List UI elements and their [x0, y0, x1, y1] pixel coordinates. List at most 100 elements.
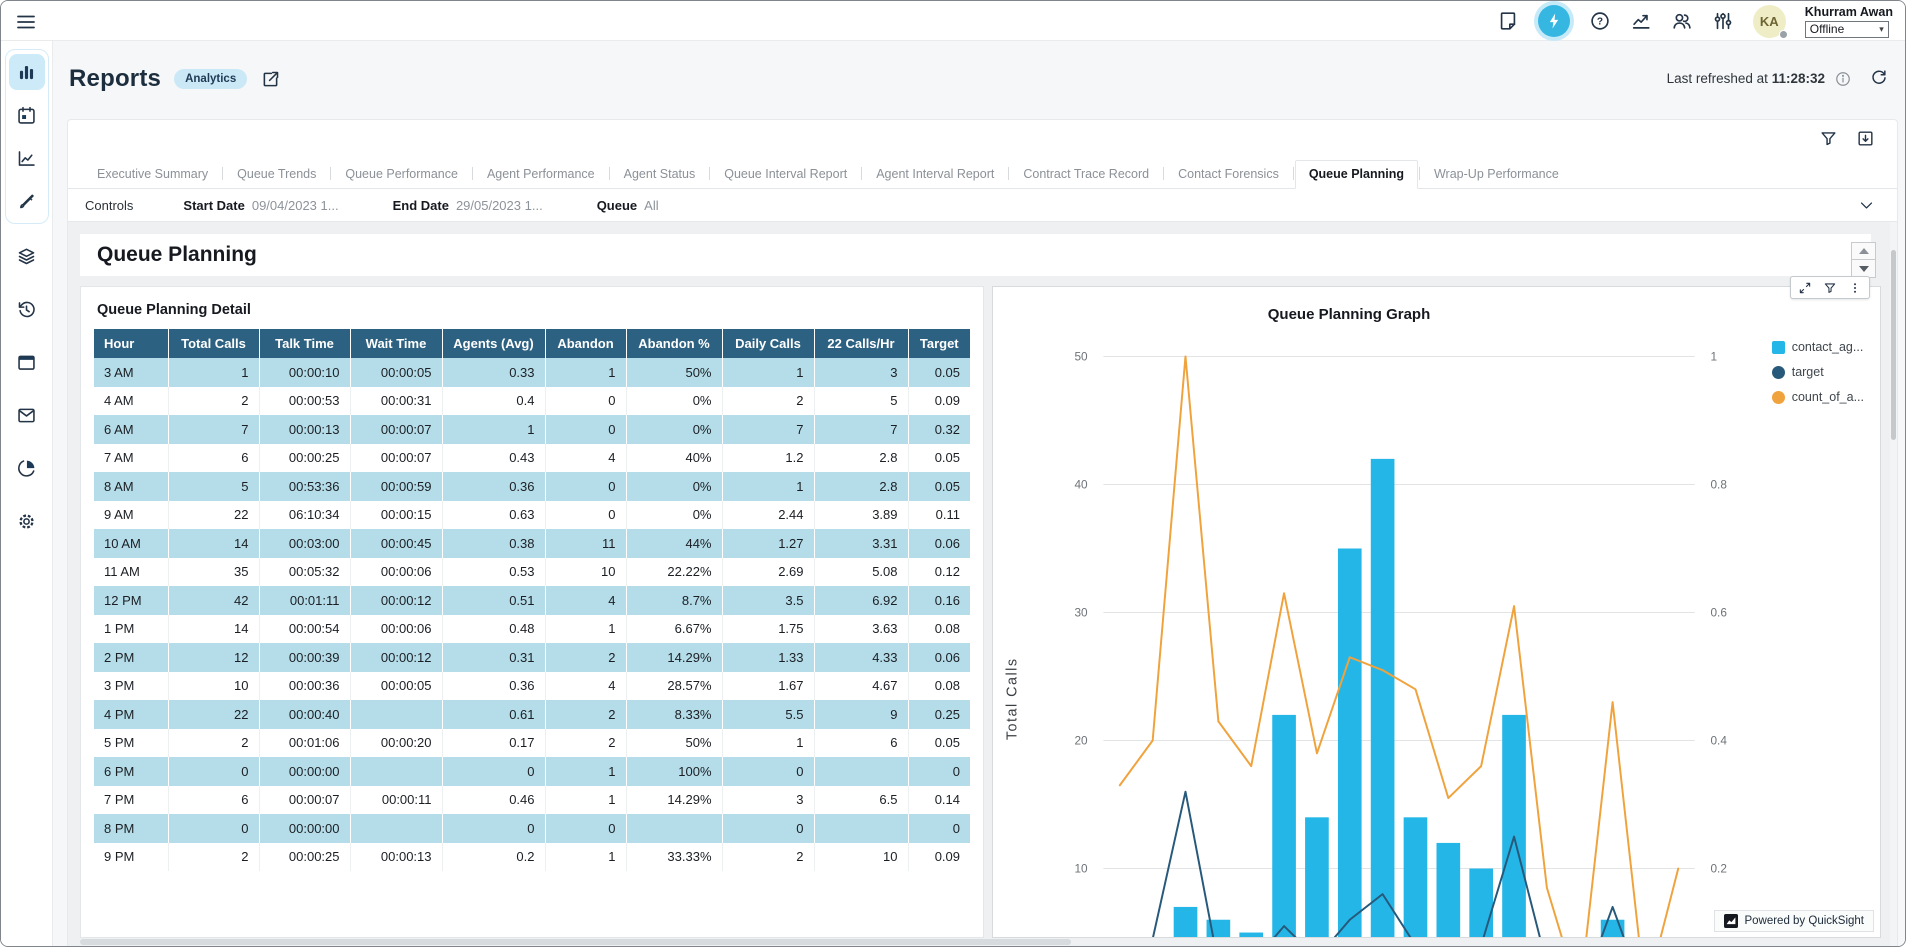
table-cell: 14 — [168, 615, 259, 644]
table-cell: 2.8 — [814, 444, 908, 473]
tab-contract-trace-record[interactable]: Contract Trace Record — [1010, 161, 1162, 188]
sidebar-item-settings[interactable] — [9, 503, 45, 539]
chart-filter-icon[interactable] — [1823, 281, 1837, 295]
metrics-button[interactable] — [1630, 10, 1652, 32]
tab-wrap-up-performance[interactable]: Wrap-Up Performance — [1421, 161, 1572, 188]
tab-queue-interval-report[interactable]: Queue Interval Report — [711, 161, 860, 188]
avatar[interactable]: KA — [1753, 5, 1786, 38]
tab-queue-planning[interactable]: Queue Planning — [1295, 160, 1418, 189]
horizontal-scrollbar-thumb[interactable] — [80, 939, 1071, 945]
combo-chart[interactable]: 10203040500.20.40.60.81Total Calls — [993, 287, 1880, 937]
line-series-count-of-a-[interactable] — [1120, 356, 1678, 937]
table-cell: 0.36 — [442, 672, 545, 701]
sidebar-item-trends[interactable] — [9, 140, 45, 176]
tab-executive-summary[interactable]: Executive Summary — [84, 161, 221, 188]
table-cell: 00:00:25 — [259, 444, 350, 473]
refresh-icon — [1869, 67, 1889, 87]
vertical-scrollbar[interactable] — [1890, 222, 1897, 946]
tab-agent-interval-report[interactable]: Agent Interval Report — [863, 161, 1007, 188]
bar[interactable] — [1469, 869, 1493, 937]
right-axis-tick: 1 — [1710, 349, 1717, 363]
menu-button[interactable] — [14, 10, 38, 34]
tab-divider — [861, 167, 862, 180]
table-cell: 11 — [545, 529, 626, 558]
bar[interactable] — [1239, 933, 1263, 937]
table-cell: 3 — [722, 786, 814, 815]
open-external-button[interactable] — [260, 69, 281, 90]
table-cell: 50% — [626, 358, 722, 387]
control-start-date[interactable]: Start Date09/04/2023 1... — [183, 198, 338, 213]
legend-item-count-of-a-[interactable]: count_of_a... — [1772, 390, 1864, 404]
bar[interactable] — [1371, 459, 1395, 937]
table-cell: 44% — [626, 529, 722, 558]
bar[interactable] — [1404, 817, 1428, 937]
controls-collapse-chevron[interactable] — [1858, 197, 1875, 214]
refresh-button[interactable] — [1861, 67, 1889, 90]
notes-button[interactable] — [1497, 10, 1519, 32]
filter-button[interactable] — [1819, 129, 1838, 148]
legend-item-target[interactable]: target — [1772, 365, 1864, 379]
table-row: 3 PM1000:00:3600:00:050.36428.57%1.674.6… — [94, 672, 970, 701]
sidebar-item-reporting[interactable] — [9, 450, 45, 486]
presence-select[interactable]: Offline ▾ — [1805, 21, 1889, 38]
horizontal-scrollbar[interactable] — [80, 938, 1881, 946]
export-button[interactable] — [1856, 129, 1875, 148]
sidebar-item-reports[interactable] — [9, 54, 45, 90]
table-cell: 0.2 — [442, 843, 545, 872]
help-button[interactable]: ? — [1589, 10, 1611, 32]
triangle-up-icon — [1859, 248, 1869, 254]
table-cell: 5 PM — [94, 729, 168, 758]
table-cell: 1 — [545, 358, 626, 387]
quick-actions-button[interactable] — [1538, 5, 1570, 37]
table-cell: 0.08 — [908, 615, 970, 644]
info-icon[interactable] — [1834, 70, 1852, 88]
sidebar-item-layers[interactable] — [9, 238, 45, 274]
table-cell: 0 — [545, 415, 626, 444]
sidebar-item-mail[interactable] — [9, 397, 45, 433]
table-cell: 9 PM — [94, 843, 168, 872]
table-cell: 2 — [545, 700, 626, 729]
vertical-scrollbar-thumb[interactable] — [1891, 250, 1896, 440]
table-cell: 5 — [168, 472, 259, 501]
tab-queue-trends[interactable]: Queue Trends — [224, 161, 329, 188]
spinner-up-button[interactable] — [1851, 242, 1876, 260]
bar[interactable] — [1338, 548, 1362, 937]
sidebar-item-history[interactable] — [9, 291, 45, 327]
sidebar-item-browser[interactable] — [9, 344, 45, 380]
bar[interactable] — [1305, 817, 1329, 937]
bar[interactable] — [1272, 715, 1296, 937]
tab-agent-performance[interactable]: Agent Performance — [474, 161, 608, 188]
users-button[interactable] — [1671, 10, 1693, 32]
table-cell: 00:53:36 — [259, 472, 350, 501]
tab-queue-performance[interactable]: Queue Performance — [332, 161, 471, 188]
settings-sliders-button[interactable] — [1712, 10, 1734, 32]
table-cell: 6 — [168, 444, 259, 473]
bar[interactable] — [1502, 715, 1526, 937]
table-cell: 0 — [442, 814, 545, 843]
table-cell: 0.38 — [442, 529, 545, 558]
table-cell: 2 — [722, 843, 814, 872]
expand-icon[interactable] — [1798, 281, 1812, 295]
tab-contact-forensics[interactable]: Contact Forensics — [1165, 161, 1292, 188]
control-queue[interactable]: QueueAll — [597, 198, 659, 213]
table-cell: 1.67 — [722, 672, 814, 701]
control-end-date[interactable]: End Date29/05/2023 1... — [393, 198, 543, 213]
table-row: 2 PM1200:00:3900:00:120.31214.29%1.334.3… — [94, 643, 970, 672]
kebab-icon[interactable] — [1848, 281, 1862, 295]
calendar-icon — [16, 105, 37, 126]
table-cell: 1 — [168, 358, 259, 387]
table-row: 7 PM600:00:0700:00:110.46114.29%36.50.14 — [94, 786, 970, 815]
bar[interactable] — [1437, 843, 1461, 937]
page-title: Reports — [69, 65, 161, 93]
tab-agent-status[interactable]: Agent Status — [611, 161, 709, 188]
settings-icon — [16, 511, 37, 532]
legend-item-contact-ag-[interactable]: contact_ag... — [1772, 340, 1864, 354]
quicksight-logo — [1724, 914, 1738, 928]
table-cell: 10 — [168, 672, 259, 701]
sidebar-item-schedule[interactable] — [9, 97, 45, 133]
table-cell: 42 — [168, 586, 259, 615]
table-panel-title: Queue Planning Detail — [81, 287, 983, 329]
bar[interactable] — [1174, 907, 1198, 937]
table-cell: 6.67% — [626, 615, 722, 644]
sidebar-item-design[interactable] — [9, 183, 45, 219]
